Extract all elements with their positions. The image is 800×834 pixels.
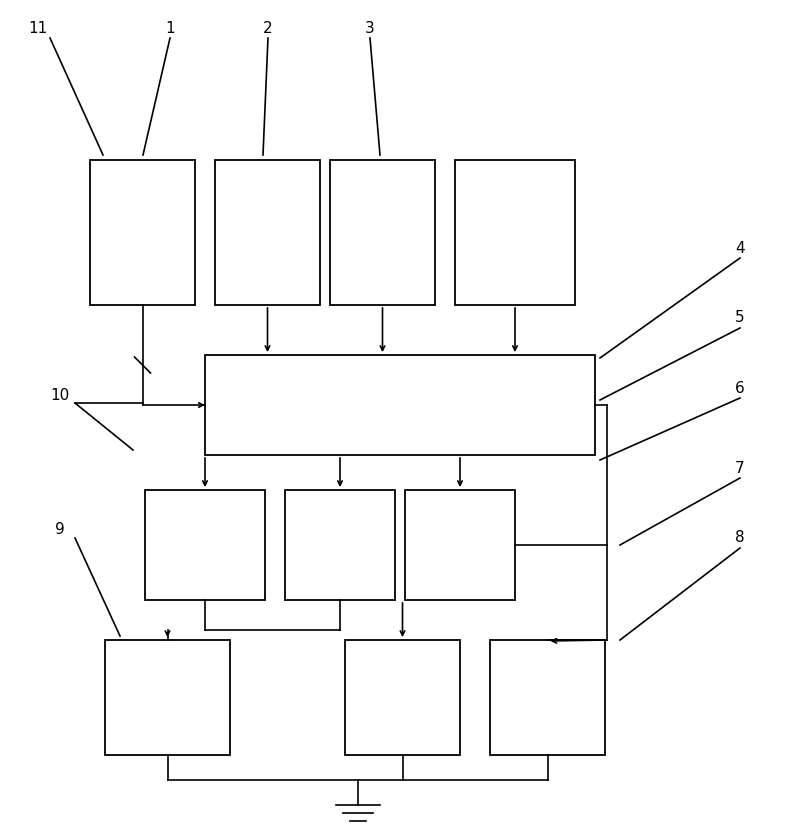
Bar (145, 490, 265, 600)
Bar (90, 160, 195, 305)
Text: 4: 4 (735, 240, 745, 255)
Text: 1: 1 (165, 21, 175, 36)
Text: 11: 11 (28, 21, 48, 36)
Text: 7: 7 (735, 460, 745, 475)
Text: 5: 5 (735, 310, 745, 325)
Text: 10: 10 (50, 388, 70, 403)
Bar (205, 355, 595, 455)
Text: 3: 3 (365, 21, 375, 36)
Bar (105, 640, 230, 755)
Text: 9: 9 (55, 522, 65, 537)
Bar (330, 160, 435, 305)
Bar (455, 160, 575, 305)
Bar (215, 160, 320, 305)
Bar (345, 640, 460, 755)
Bar (490, 640, 605, 755)
Text: 8: 8 (735, 530, 745, 545)
Bar (405, 490, 515, 600)
Bar (285, 490, 395, 600)
Text: 6: 6 (735, 380, 745, 395)
Text: 2: 2 (263, 21, 273, 36)
